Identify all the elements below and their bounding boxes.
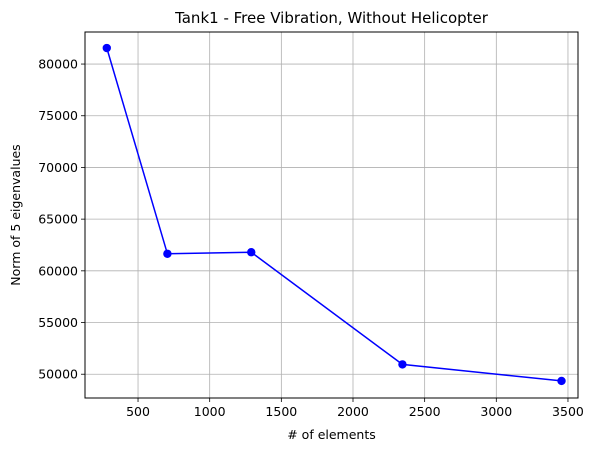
series-layer (102, 43, 566, 386)
x-tick-label: 1500 (265, 404, 297, 419)
grid (85, 32, 578, 398)
data-point (557, 376, 566, 386)
y-axis-label: Norm of 5 eigenvalues (8, 144, 23, 285)
y-tick-label: 55000 (38, 315, 78, 330)
data-point (247, 248, 256, 257)
chart-title: Tank1 - Free Vibration, Without Helicopt… (174, 9, 489, 27)
data-point (398, 360, 407, 369)
y-tick-label: 70000 (38, 160, 78, 175)
data-point (102, 43, 111, 53)
x-tick-label: 3000 (480, 404, 512, 419)
x-axis-label: # of elements (287, 427, 376, 442)
y-tick-label: 65000 (38, 212, 78, 227)
x-tick-label: 1000 (194, 404, 226, 419)
x-tick-label: 2500 (409, 404, 441, 419)
y-tick-label: 80000 (38, 57, 78, 72)
plot-frame (84, 31, 579, 399)
data-point (163, 249, 172, 258)
x-tick-label: 2000 (337, 404, 369, 419)
x-tick-label: 500 (126, 404, 150, 419)
y-tick-label: 50000 (38, 367, 78, 382)
x-tick-label: 3500 (552, 404, 584, 419)
y-tick-label: 60000 (38, 263, 78, 278)
ticks: 500 1000 1500 2000 2500 3000 3500 50000 55000 600… (38, 57, 584, 419)
y-tick-label: 75000 (38, 108, 78, 123)
